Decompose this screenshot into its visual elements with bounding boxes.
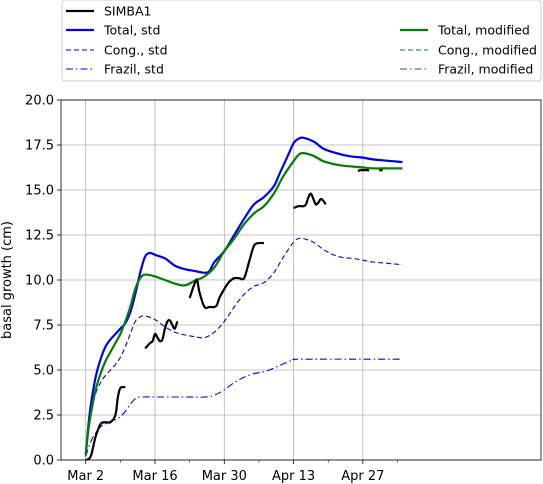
grid: [61, 99, 541, 461]
y-tick-label: 10.0: [25, 274, 54, 289]
series-line-simba1-seg2: [188, 241, 264, 310]
legend-frame: [61, 0, 542, 82]
series-line-simba1-seg3: [293, 192, 327, 210]
y-tick-label: 0.0: [33, 454, 54, 469]
y-tick-label: 20.0: [25, 94, 54, 109]
axes: 0.0 2.5 5.0 7.5 10.0 12.5 15.0 17.5 20.0 Mar 2 Mar…: [25, 94, 398, 484]
y-tick-label: 17.5: [25, 139, 54, 154]
series-line-simba1-seg4: [357, 169, 370, 173]
legend-label-total-modified: Total, modified: [437, 23, 530, 38]
y-tick-label: 7.5: [33, 319, 54, 334]
legend-label-cong-std: Cong., std: [104, 43, 168, 58]
x-tick-label: Apr 27: [341, 469, 384, 484]
legend-label-frazil-modified: Frazil, modified: [438, 62, 533, 77]
x-tick-label: Apr 13: [272, 469, 315, 484]
x-tick-label: Mar 16: [132, 469, 177, 484]
x-tick-label: Mar 2: [67, 469, 104, 484]
y-tick-label: 2.5: [33, 409, 54, 424]
legend-label-cong-modified: Cong., modified: [438, 43, 537, 58]
legend: SIMBA1 Total, std Cong., std Frazil, std Tot…: [61, 0, 542, 82]
series-line-simba1-seg1: [144, 319, 179, 350]
y-axis-label: basal growth (cm): [0, 221, 15, 339]
y-tick-label: 12.5: [25, 229, 54, 244]
series-line-total-modified: [84, 151, 403, 455]
legend-label-simba1: SIMBA1: [104, 4, 152, 19]
series-line-cong-std: [85, 237, 403, 457]
series-line-total-std: [84, 136, 403, 455]
y-tick-label: 15.0: [25, 184, 54, 199]
y-tick-label: 5.0: [33, 364, 54, 379]
series-line-frazil-std: [85, 358, 403, 457]
series-line-simba1-seg0: [85, 385, 126, 460]
legend-label-frazil-std: Frazil, std: [104, 62, 164, 77]
x-tick-label: Mar 30: [202, 469, 247, 484]
series-layer: [84, 136, 403, 460]
legend-label-total-std: Total, std: [103, 23, 161, 38]
